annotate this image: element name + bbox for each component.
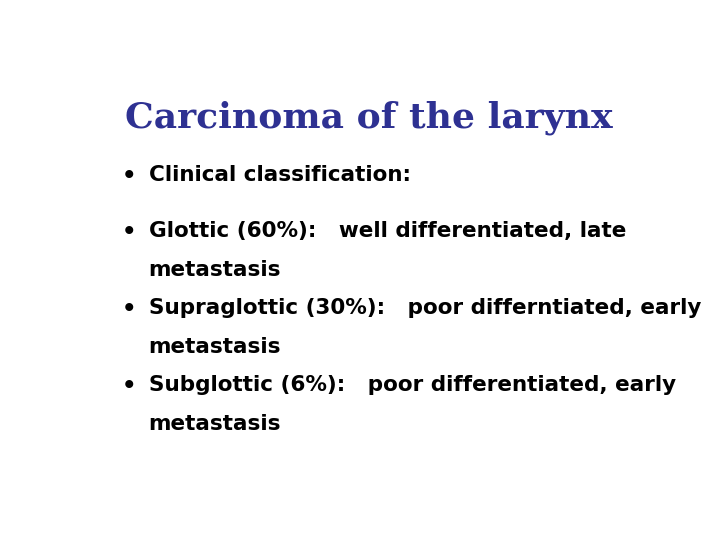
Text: •: • bbox=[122, 221, 136, 244]
Text: •: • bbox=[122, 298, 136, 321]
Text: metastasis: metastasis bbox=[148, 414, 281, 434]
Text: Subglottic (6%):   poor differentiated, early: Subglottic (6%): poor differentiated, ea… bbox=[148, 375, 675, 395]
Text: Supraglottic (30%):   poor differntiated, early: Supraglottic (30%): poor differntiated, … bbox=[148, 298, 701, 318]
Text: Carcinoma of the larynx: Carcinoma of the larynx bbox=[125, 100, 613, 134]
Text: metastasis: metastasis bbox=[148, 337, 281, 357]
Text: metastasis: metastasis bbox=[148, 260, 281, 280]
Text: •: • bbox=[122, 165, 136, 187]
Text: Clinical classification:: Clinical classification: bbox=[148, 165, 410, 185]
Text: •: • bbox=[122, 375, 136, 397]
Text: Glottic (60%):   well differentiated, late: Glottic (60%): well differentiated, late bbox=[148, 221, 626, 241]
